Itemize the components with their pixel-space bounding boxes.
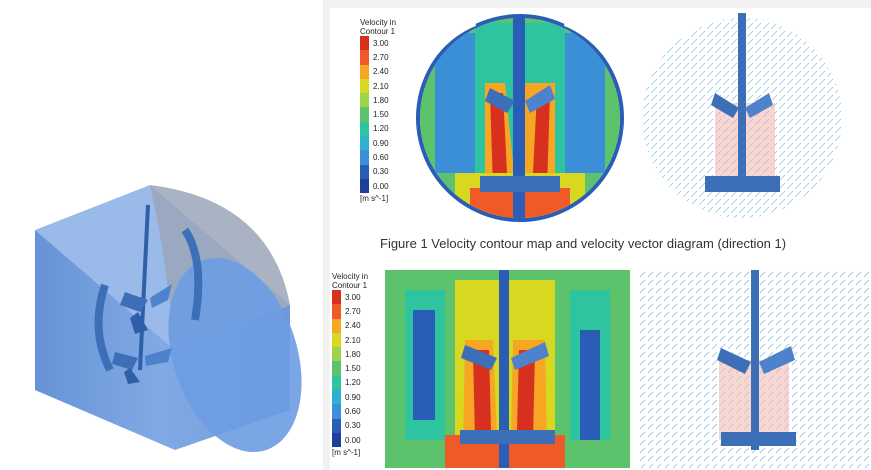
legend-row: 1.50	[332, 361, 368, 376]
legend-row: 2.10	[332, 332, 368, 348]
tank-3d-render-panel	[0, 0, 323, 470]
legend-row: 1.20	[360, 121, 396, 137]
legend-title-line1: Velocity in	[332, 272, 369, 281]
figure-1: Velocity in Contour 1 3.00 2.70 2.40 2.10 1.…	[330, 8, 871, 270]
legend-tick-label: 1.80	[373, 95, 389, 105]
velocity-vector-diagram-1	[642, 13, 842, 218]
tank-3d-render	[35, 185, 302, 453]
legend-tick-label: 0.00	[373, 181, 389, 191]
legend-swatch	[360, 136, 369, 151]
legend-tick-label: 1.50	[345, 364, 361, 374]
legend-row: 1.80	[332, 347, 368, 362]
legend-swatch	[332, 361, 341, 376]
legend-row: 2.70	[332, 304, 368, 319]
legend-row: 2.70	[360, 50, 396, 65]
legend-swatch	[332, 404, 341, 419]
legend-tick-label: 1.20	[345, 378, 361, 388]
legend-row: 0.90	[332, 390, 368, 405]
legend-tick-label: 0.30	[373, 167, 389, 177]
figure-1-legend: Velocity in Contour 1 3.00 2.70 2.40 2.10 1.…	[360, 18, 396, 203]
legend-tick-label: 2.10	[373, 81, 389, 91]
upper-impeller	[120, 284, 172, 334]
legend-row: 1.80	[360, 93, 396, 108]
legend-row: 0.00	[332, 432, 368, 448]
legend-swatch	[360, 178, 369, 194]
legend-swatch	[360, 107, 369, 122]
legend-row: 0.60	[332, 404, 368, 419]
legend-title-line1: Velocity in	[360, 18, 397, 27]
legend-tick-label: 2.10	[345, 335, 361, 345]
legend-title-line2: Contour 1	[360, 27, 396, 36]
legend-tick-label: 0.90	[373, 138, 389, 148]
legend-unit: [m s^-1]	[360, 194, 389, 204]
legend-row: 2.10	[360, 78, 396, 94]
legend-swatch	[332, 432, 341, 448]
legend-tick-label: 0.00	[345, 435, 361, 445]
legend-swatch	[332, 304, 341, 319]
legend-tick-label: 1.50	[373, 110, 389, 120]
legend-tick-label: 0.60	[373, 153, 389, 163]
legend-swatch	[360, 121, 369, 137]
legend-row: 3.00	[360, 36, 396, 51]
legend-row: 1.20	[332, 375, 368, 391]
legend-row: 3.00	[332, 290, 368, 305]
legend-tick-label: 0.90	[345, 392, 361, 402]
legend-tick-label: 3.00	[373, 38, 389, 48]
lower-impeller	[112, 348, 172, 384]
legend-swatch	[332, 290, 341, 305]
legend-swatch	[360, 164, 369, 179]
legend-swatch	[360, 150, 369, 165]
velocity-contour-map-1	[416, 14, 624, 222]
legend-swatch	[332, 332, 341, 348]
legend-swatch	[332, 390, 341, 405]
legend-swatch	[332, 375, 341, 391]
legend-row: 2.40	[360, 64, 396, 79]
legend-tick-label: 1.80	[345, 349, 361, 359]
figure-2: Velocity in Contour 1 3.00 2.70 2.40 2.10 1.…	[330, 270, 871, 470]
legend-row: 0.30	[360, 164, 396, 179]
legend-tick-label: 2.70	[373, 52, 389, 62]
legend-row: 0.00	[360, 178, 396, 194]
legend-row: 0.90	[360, 136, 396, 151]
legend-row: 0.60	[360, 150, 396, 165]
legend-tick-label: 2.70	[345, 306, 361, 316]
legend-tick-label: 1.20	[373, 124, 389, 134]
legend-swatch	[332, 418, 341, 433]
impeller-upper-fig1	[485, 85, 555, 113]
figure-1-caption: Figure 1 Velocity contour map and veloci…	[380, 236, 787, 251]
figure-2-legend: Velocity in Contour 1 3.00 2.70 2.40 2.10 1.…	[332, 272, 368, 457]
velocity-contour-map-2	[385, 270, 630, 468]
legend-swatch	[360, 78, 369, 94]
legend-tick-label: 0.60	[345, 407, 361, 417]
legend-swatch	[360, 64, 369, 79]
legend-row: 2.40	[332, 318, 368, 333]
legend-swatch	[332, 318, 341, 333]
legend-row: 0.30	[332, 418, 368, 433]
legend-tick-label: 2.40	[345, 321, 361, 331]
legend-swatch	[360, 50, 369, 65]
legend-title-line2: Contour 1	[332, 281, 368, 290]
legend-tick-label: 0.30	[345, 421, 361, 431]
velocity-vector-diagram-2	[639, 270, 871, 468]
legend-tick-label: 3.00	[345, 292, 361, 302]
legend-swatch	[360, 36, 369, 51]
legend-swatch	[360, 93, 369, 108]
legend-row: 1.50	[360, 107, 396, 122]
legend-swatch	[332, 347, 341, 362]
legend-tick-label: 2.40	[373, 67, 389, 77]
legend-unit: [m s^-1]	[332, 448, 361, 458]
